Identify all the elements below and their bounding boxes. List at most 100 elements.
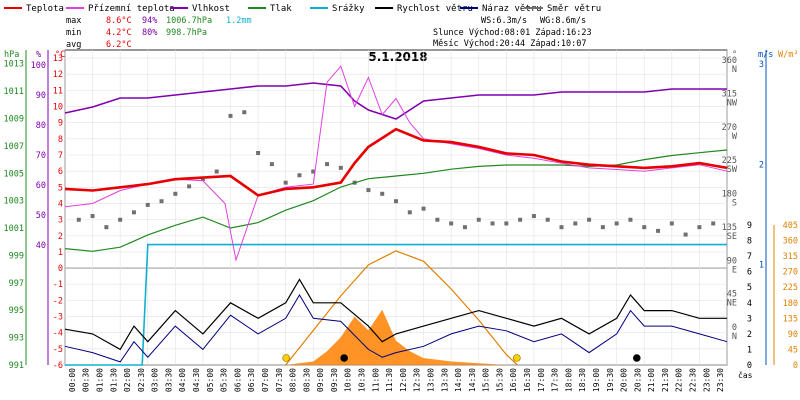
x-tick-label: 03:30 (164, 368, 173, 392)
x-tick-label: 18:00 (564, 368, 573, 392)
x-tick-label: 11:00 (371, 368, 380, 392)
tick-compass: S (732, 199, 737, 209)
tick-pct: 90 (36, 91, 46, 101)
x-tick-label: 06:30 (247, 368, 256, 392)
x-tick-label: 09:30 (330, 368, 339, 392)
series-solar-radiation (285, 309, 518, 365)
x-tick-label: 23:00 (702, 368, 711, 392)
tick-temp: -3 (53, 313, 63, 323)
chart-title: 5.1.2018 (368, 50, 427, 64)
legend-label: Přízemní teplota (88, 4, 175, 14)
tick-rad: 405 (783, 221, 798, 231)
wind-direction-point (697, 225, 702, 230)
tick-compass: E (732, 265, 737, 275)
tick-rain: 6 (747, 268, 752, 278)
x-tick-label: 09:00 (316, 368, 325, 392)
x-tick-label: 17:30 (551, 368, 560, 392)
x-tick-label: 13:00 (426, 368, 435, 392)
x-tick-label: 02:00 (123, 368, 132, 392)
wind-direction-point (256, 151, 261, 155)
tick-compass: NW (727, 98, 738, 108)
tick-dir: 180 (722, 190, 737, 200)
axis-unit-pct: % (36, 50, 41, 60)
tick-dir: 225 (722, 156, 737, 166)
tick-rad: 180 (783, 299, 798, 309)
sun-times: Slunce Východ:08:01 Západ:16:23 (433, 28, 592, 38)
x-tick-label: 01:30 (109, 368, 118, 392)
tick-temp: 9 (58, 119, 63, 129)
moonrise-marker (633, 354, 641, 362)
tick-rain: 5 (747, 283, 752, 293)
x-tick-label: 23:30 (716, 368, 725, 392)
x-axis: 00:00 00:30 01:00 01:30 02:00 02:30 03:00 03:30… (68, 368, 725, 392)
stat-max-hum: 94% (142, 16, 157, 26)
x-tick-label: 04:30 (192, 368, 201, 392)
wind-direction-point (711, 221, 716, 226)
x-tick-label: 14:30 (468, 368, 477, 392)
tick-ms: 1 (759, 261, 764, 271)
x-tick-label: 19:00 (592, 368, 601, 392)
series-temperature (64, 127, 728, 197)
tick-rad: 45 (788, 345, 798, 355)
x-tick-label: 12:00 (399, 368, 408, 392)
tick-hpa: 991 (9, 361, 24, 371)
wind-direction-point (104, 225, 109, 230)
stats-block: max 8.6°C 94% 1006.7hPa 1.2mm min 4.2°C … (66, 16, 592, 50)
tick-temp: -6 (53, 361, 63, 371)
legend-label: Teplota (26, 4, 64, 14)
tick-hpa: 1007 (4, 142, 24, 152)
x-tick-label: 10:00 (344, 368, 353, 392)
wind-direction-point (614, 221, 619, 226)
x-tick-label: 10:30 (358, 368, 367, 392)
tick-rain: 9 (747, 221, 752, 231)
tick-hpa: 995 (9, 306, 24, 316)
stat-min-hum: 80% (142, 28, 157, 38)
tick-rad: 135 (783, 314, 798, 324)
tick-rad: 270 (783, 268, 798, 278)
stat-max-temp: 8.6°C (106, 16, 132, 26)
wind-direction-point (449, 221, 454, 226)
tick-hpa: 1013 (4, 60, 24, 70)
series-wind-gust (64, 294, 728, 363)
stat-max-rain: 1.2mm (226, 16, 252, 26)
tick-pct: 70 (36, 151, 46, 161)
tick-hpa: 1009 (4, 114, 24, 124)
tick-dir: 315 (722, 89, 737, 99)
x-tick-label: 07:00 (261, 368, 270, 392)
tick-compass: NE (727, 299, 737, 309)
wind-direction-point (421, 206, 426, 211)
tick-compass: SW (727, 165, 738, 175)
x-tick-label: 16:30 (523, 368, 532, 392)
x-tick-label: 12:30 (413, 368, 422, 392)
tick-temp: 2 (58, 232, 63, 242)
tick-rad: 315 (783, 252, 798, 262)
x-tick-label: 20:00 (620, 368, 629, 392)
tick-rad: 90 (788, 330, 798, 340)
tick-dir: 90 (727, 256, 737, 266)
x-tick-label: 07:30 (275, 368, 284, 392)
x-tick-label: 05:00 (206, 368, 215, 392)
wind-direction-point (628, 217, 633, 222)
wind-direction-point (118, 217, 123, 222)
x-tick-label: 04:00 (178, 368, 187, 392)
tick-dir: 0 (732, 323, 737, 333)
wind-direction-point (407, 210, 412, 215)
series-wind-speed (64, 278, 727, 351)
tick-compass: SE (727, 232, 737, 242)
stat-max-press: 1006.7hPa (166, 16, 212, 26)
series-ground-temperature (64, 65, 728, 262)
tick-temp: 3 (58, 216, 63, 226)
x-tick-label: 19:30 (606, 368, 615, 392)
tick-dir: 45 (727, 290, 737, 300)
x-tick-label: 11:30 (385, 368, 394, 392)
wind-direction-point (173, 191, 178, 196)
tick-hpa: 1001 (4, 224, 24, 234)
wind-direction-point (228, 113, 233, 118)
x-tick-label: 16:00 (509, 368, 518, 392)
tick-rain: 1 (747, 345, 752, 355)
wind-direction-point (435, 217, 440, 222)
tick-hpa: 1011 (4, 87, 24, 97)
wind-direction-point (656, 228, 661, 233)
series-solar-theoretical (285, 250, 518, 366)
wind-direction-point (90, 214, 95, 219)
